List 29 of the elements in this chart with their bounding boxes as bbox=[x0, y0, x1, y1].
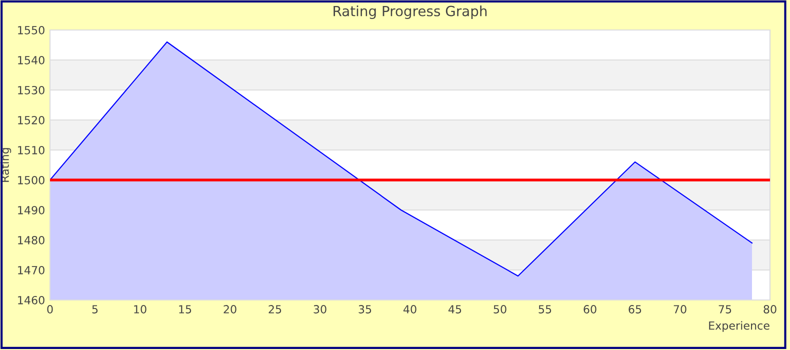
x-tick-label: 70 bbox=[674, 305, 686, 314]
x-tick-label: 60 bbox=[584, 305, 596, 314]
x-tick-label: 55 bbox=[538, 305, 552, 314]
y-tick-label: 1530 bbox=[18, 86, 44, 94]
y-tick-label: 1460 bbox=[18, 296, 44, 304]
x-tick-label: 0 bbox=[47, 305, 53, 314]
y-tick-label: 1480 bbox=[18, 236, 44, 244]
x-tick-label: 40 bbox=[403, 305, 416, 314]
x-tick-label: 20 bbox=[224, 305, 236, 314]
y-tick-label: 1490 bbox=[18, 206, 44, 214]
y-tick-label: 1520 bbox=[18, 116, 44, 124]
y-tick-label: 1500 bbox=[18, 176, 44, 184]
y-tick-label: 1470 bbox=[18, 266, 44, 274]
x-tick-label: 15 bbox=[179, 305, 192, 314]
y-tick-label: 1510 bbox=[18, 146, 44, 154]
x-tick-label: 75 bbox=[718, 305, 732, 314]
chart-title: Rating Progress Graph bbox=[334, 6, 487, 19]
y-tick-label: 1550 bbox=[18, 26, 44, 34]
x-tick-label: 5 bbox=[92, 305, 98, 314]
y-tick-label: 1540 bbox=[18, 56, 44, 64]
x-tick-label: 65 bbox=[628, 305, 642, 314]
x-tick-label: 50 bbox=[494, 305, 506, 314]
x-tick-label: 80 bbox=[764, 305, 776, 314]
x-tick-label: 30 bbox=[314, 305, 326, 314]
x-axis-title: Experience bbox=[709, 321, 770, 332]
x-tick-label: 35 bbox=[358, 305, 372, 314]
x-tick-label: 10 bbox=[134, 305, 146, 314]
x-tick-label: 45 bbox=[448, 305, 462, 314]
x-tick-label: 25 bbox=[268, 305, 282, 314]
